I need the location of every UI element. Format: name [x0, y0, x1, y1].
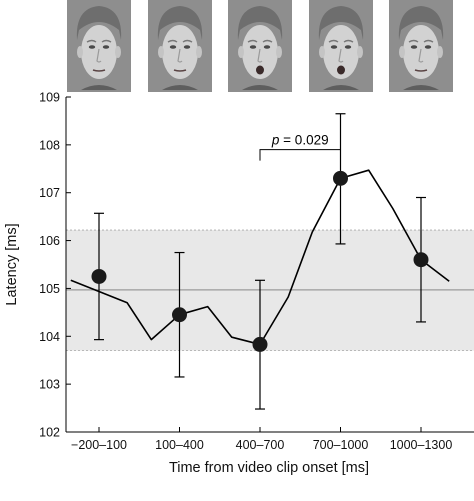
y-tick-label: 104	[39, 330, 60, 344]
y-tick-label: 106	[39, 234, 60, 248]
x-tick-label: 400–700	[236, 438, 285, 452]
mean-marker	[413, 252, 429, 268]
face-neutral-1	[67, 0, 131, 92]
face-neutral-3	[389, 0, 453, 92]
face-neutral-2	[147, 0, 212, 92]
x-tick-label: 100–400	[155, 438, 204, 452]
significance-bracket	[259, 149, 341, 161]
mean-marker	[252, 336, 268, 352]
y-tick-label: 107	[39, 186, 60, 200]
mean-marker	[91, 268, 107, 284]
x-tick-label: −200–100	[71, 438, 127, 452]
y-tick-label: 103	[39, 378, 60, 392]
y-tick-label: 105	[39, 282, 60, 296]
y-tick-label: 102	[39, 426, 60, 440]
y-tick-label: 109	[39, 91, 60, 105]
x-tick-label: 1000–1300	[390, 438, 453, 452]
latency-line	[70, 169, 450, 346]
face-mouth-opening	[228, 0, 292, 92]
x-tick-label: 700–1000	[313, 438, 369, 452]
y-tick-label: 108	[39, 138, 60, 152]
x-axis-label: Time from video clip onset [ms]	[169, 460, 369, 476]
mean-marker	[172, 307, 187, 323]
y-axis-label: Latency [ms]	[4, 223, 20, 305]
face-mouth-open	[308, 0, 373, 92]
mean-marker	[333, 170, 348, 186]
significance-label: p = 0.029	[271, 133, 329, 148]
